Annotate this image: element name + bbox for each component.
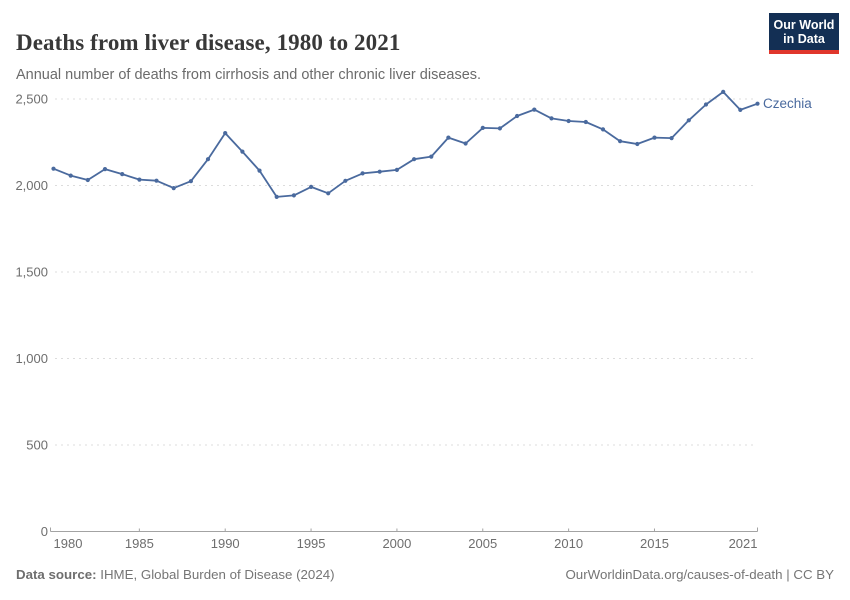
data-source-note: Data source: IHME, Global Burden of Dise… <box>16 567 335 582</box>
data-point-2002[interactable] <box>429 154 434 159</box>
x-axis-tick-label: 2015 <box>640 536 669 551</box>
data-point-2016[interactable] <box>669 136 674 141</box>
data-point-2018[interactable] <box>703 102 709 107</box>
data-point-1995[interactable] <box>309 184 314 189</box>
data-point-1989[interactable] <box>205 157 211 162</box>
data-point-1984[interactable] <box>120 172 125 177</box>
y-axis-tick-label: 2,000 <box>15 178 48 193</box>
x-axis-tick-label: 2010 <box>554 536 583 551</box>
plot-area[interactable] <box>54 79 758 532</box>
x-axis-tick-label: 1980 <box>54 536 83 551</box>
data-point-2020[interactable] <box>738 107 743 112</box>
data-point-1997[interactable] <box>343 178 348 183</box>
data-point-1986[interactable] <box>154 178 159 183</box>
data-point-2021[interactable] <box>755 101 760 106</box>
x-axis-tick-label: 2005 <box>468 536 497 551</box>
data-point-1994[interactable] <box>291 193 296 198</box>
data-point-2019[interactable] <box>721 89 726 94</box>
y-axis-tick-label: 2,500 <box>15 92 48 107</box>
series-label-czechia[interactable]: Czechia <box>763 96 812 111</box>
data-point-1998[interactable] <box>360 171 365 176</box>
x-axis-tick-label: 1985 <box>125 536 154 551</box>
data-point-2000[interactable] <box>394 167 399 172</box>
owid-logo-line1: Our World <box>773 18 835 32</box>
x-axis-tick-label: 1990 <box>211 536 240 551</box>
data-point-1992[interactable] <box>257 168 262 173</box>
owid-logo[interactable]: Our World in Data <box>769 13 839 54</box>
x-axis-tick-label: 1995 <box>297 536 326 551</box>
data-point-1999[interactable] <box>377 169 382 174</box>
data-point-2011[interactable] <box>583 119 588 125</box>
data-point-1991[interactable] <box>240 149 245 154</box>
data-source-label: Data source: <box>16 567 97 582</box>
y-axis-tick-label: 1,000 <box>15 351 48 366</box>
data-point-2017[interactable] <box>686 118 691 123</box>
data-point-2008[interactable] <box>532 107 537 112</box>
data-point-2012[interactable] <box>600 127 606 132</box>
data-point-2015[interactable] <box>652 135 657 140</box>
data-point-1993[interactable] <box>274 194 279 199</box>
data-point-1987[interactable] <box>171 186 176 191</box>
data-point-1990[interactable] <box>223 131 228 136</box>
chart-footer: Data source: IHME, Global Burden of Dise… <box>16 567 834 582</box>
series-line-czechia[interactable] <box>53 91 758 198</box>
data-point-1988[interactable] <box>188 179 193 184</box>
data-point-2004[interactable] <box>463 141 468 146</box>
data-point-2005[interactable] <box>480 125 485 130</box>
data-point-2003[interactable] <box>446 135 451 140</box>
data-point-1980[interactable] <box>51 166 56 171</box>
data-point-1983[interactable] <box>102 167 108 172</box>
data-point-2014[interactable] <box>635 141 640 147</box>
data-point-1982[interactable] <box>85 177 90 183</box>
data-point-1981[interactable] <box>68 173 73 178</box>
owid-url-link[interactable]: OurWorldinData.org/causes-of-death | CC … <box>565 567 834 582</box>
data-point-2001[interactable] <box>412 157 417 162</box>
page-title: Deaths from liver disease, 1980 to 2021 <box>16 30 401 56</box>
y-axis-tick-label: 0 <box>41 524 48 539</box>
x-axis-tick-label: 2021 <box>729 536 758 551</box>
data-point-2006[interactable] <box>497 126 502 131</box>
data-point-2009[interactable] <box>549 116 554 121</box>
x-axis-tick-label: 2000 <box>382 536 411 551</box>
data-point-1985[interactable] <box>137 177 142 182</box>
data-point-2013[interactable] <box>618 139 623 144</box>
data-point-1996[interactable] <box>326 191 331 196</box>
data-point-2007[interactable] <box>515 113 520 119</box>
owid-logo-line2: in Data <box>783 32 825 46</box>
y-axis-tick-label: 500 <box>26 438 48 453</box>
data-source-text: IHME, Global Burden of Disease (2024) <box>96 567 335 582</box>
chart-subtitle: Annual number of deaths from cirrhosis a… <box>16 66 482 83</box>
data-point-2010[interactable] <box>566 118 571 124</box>
y-axis-tick-label: 1,500 <box>15 265 48 280</box>
